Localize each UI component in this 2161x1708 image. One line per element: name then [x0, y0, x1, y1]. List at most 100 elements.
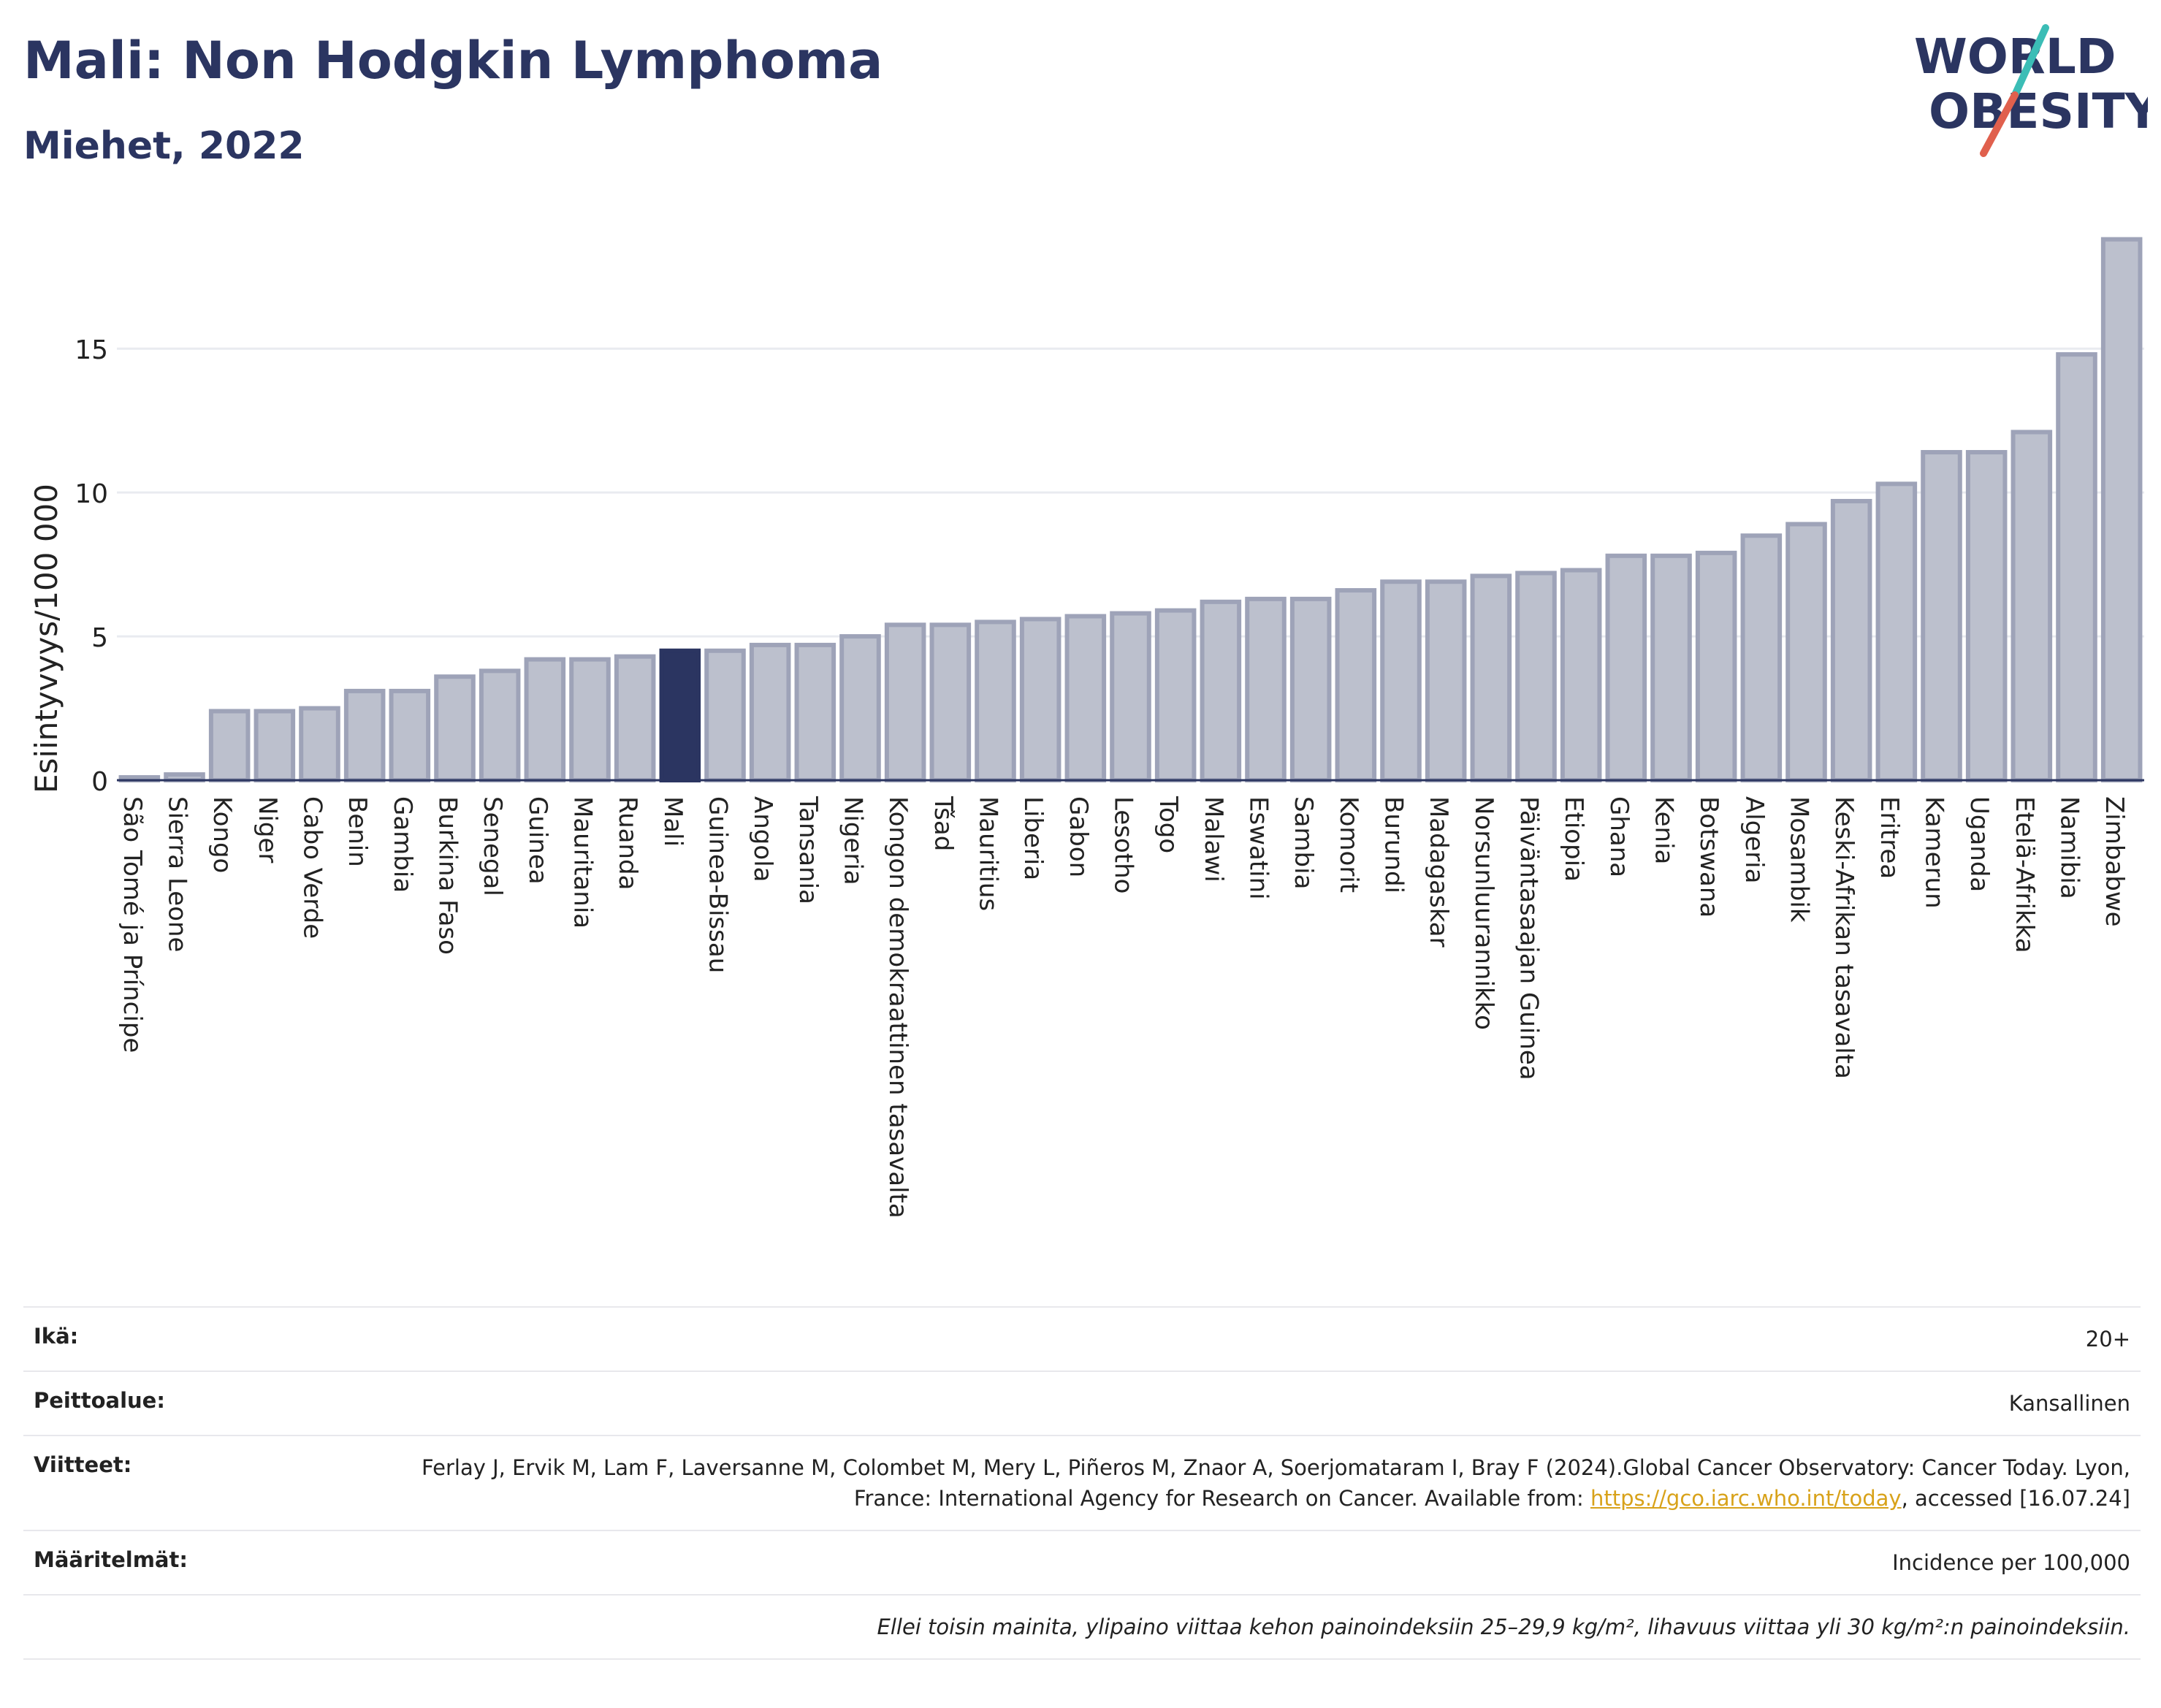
x-tick-label: Mauritania [568, 796, 598, 929]
x-tick-label: Liberia [1018, 796, 1048, 880]
bar [1470, 573, 1512, 782]
x-tick-label: Mosambik [1785, 796, 1814, 923]
bar [343, 688, 386, 783]
x-tick-label: Eritrea [1875, 796, 1904, 879]
x-tick-label: Mali [658, 796, 687, 847]
x-tick-label: Burundi [1379, 796, 1409, 893]
x-tick-label: Päiväntasaajan Guinea [1514, 796, 1544, 1080]
x-tick-label: Zimbabwe [2100, 796, 2129, 927]
info-table: Ikä: 20+ Peittoalue: Kansallinen Viittee… [23, 1306, 2141, 1660]
logo-slash-red [1980, 91, 2019, 157]
y-tick-label: 5 [91, 623, 108, 653]
bar [1605, 553, 1647, 782]
x-tick-label: Kongo [207, 796, 237, 873]
y-tick-label: 0 [91, 767, 108, 797]
x-tick-label: Niger [253, 796, 282, 863]
x-tick-label: Botswana [1694, 796, 1723, 918]
x-tick-label: Norsunluurannikko [1469, 796, 1498, 1030]
x-tick-label: Kamerun [1920, 796, 1949, 909]
info-row-coverage: Peittoalue: Kansallinen [23, 1370, 2141, 1436]
x-tick-label: Gambia [388, 796, 417, 893]
bar [839, 634, 881, 782]
bar [479, 668, 521, 782]
info-row-references: Viitteet: Ferlay J, Ervik M, Lam F, Lave… [23, 1435, 2141, 1530]
bar [1064, 614, 1107, 782]
logo-line2: OBESITY [1929, 83, 2148, 140]
y-tick-label: 10 [75, 479, 108, 509]
bars [118, 237, 2143, 783]
x-tick-label: Algeria [1739, 796, 1769, 883]
bar [1830, 498, 1872, 782]
bar [434, 674, 476, 783]
bar [569, 657, 611, 782]
bar [1335, 588, 1377, 782]
bar [299, 706, 340, 782]
x-tick-label: Lesotho [1109, 796, 1138, 893]
x-tick-label: Sierra Leone [163, 796, 192, 952]
age-value: 20+ [409, 1306, 2141, 1371]
x-tick-label: Togo [1154, 796, 1183, 853]
x-tick-label: Etelä-Afrikka [2010, 796, 2039, 953]
bar [1515, 571, 1557, 783]
x-tick-label: Uganda [1964, 796, 1994, 892]
y-tick-labels: 0 5 10 15 [75, 335, 108, 797]
x-tick-label: Eswatini [1244, 796, 1273, 900]
x-tick-label: Guinea [523, 796, 552, 885]
bar [1785, 522, 1827, 782]
x-tick-label: Etiopia [1559, 796, 1588, 882]
x-tick-label: Mauritius [974, 796, 1003, 911]
references-text: Ferlay J, Ervik M, Lam F, Laversanne M, … [422, 1455, 2130, 1511]
references-label: Viitteet: [23, 1435, 409, 1530]
y-axis-label: Esiintyvyys/100 000 [28, 484, 64, 793]
coverage-label: Peittoalue: [23, 1370, 409, 1436]
world-obesity-logo: WORLD OBESITY [1914, 24, 2148, 157]
x-tick-label: Komorit [1334, 796, 1363, 893]
x-tick-label: Tansania [793, 796, 823, 904]
bar [704, 648, 746, 782]
bar [975, 619, 1016, 783]
logo-line1: WORLD [1914, 28, 2116, 85]
info-row-note: Ellei toisin mainita, ylipaino viittaa k… [23, 1594, 2141, 1660]
bar-chart: 0 5 10 15 São Tomé ja Príncipe Sierra Leone K… [28, 237, 2144, 1219]
x-tick-label: Malawi [1199, 796, 1228, 882]
footnote: Ellei toisin mainita, ylipaino viittaa k… [409, 1594, 2141, 1660]
bar [614, 654, 656, 783]
chart-title: Mali: Non Hodgkin Lymphoma [23, 31, 883, 91]
bar [1695, 550, 1737, 782]
bar [1425, 579, 1467, 782]
bar [749, 642, 791, 783]
x-tick-label: Benin [343, 796, 372, 867]
x-tick-label: Kenia [1650, 796, 1679, 864]
x-tick-label: Keski-Afrikan tasavalta [1829, 796, 1859, 1079]
bar [794, 642, 836, 783]
y-tick-label: 15 [75, 335, 108, 365]
x-tick-label: Gabon [1064, 796, 1093, 877]
x-tick-label: Tšad [929, 796, 958, 851]
x-tick-label: Madagaskar [1424, 796, 1453, 948]
bar [1875, 481, 1918, 782]
bar [1560, 568, 1602, 782]
x-tick-label: Guinea-Bissau [704, 796, 733, 973]
bar [524, 657, 566, 782]
bar [1921, 450, 1962, 782]
definitions-value: Incidence per 100,000 [409, 1530, 2141, 1595]
bar [1289, 596, 1332, 783]
x-tick-label: Sambia [1289, 796, 1318, 889]
references-value: Ferlay J, Ervik M, Lam F, Laversanne M, … [409, 1435, 2141, 1530]
references-link[interactable]: https://gco.iarc.who.int/today [1590, 1486, 1902, 1511]
bar [929, 622, 972, 782]
bar [208, 709, 251, 783]
bar [884, 622, 926, 782]
x-tick-label: Nigeria [839, 796, 868, 885]
bar [1019, 617, 1062, 783]
x-tick-label: Kongon demokraattinen tasavalta [883, 796, 912, 1219]
info-row-definitions: Määritelmät: Incidence per 100,000 [23, 1530, 2141, 1595]
bar [2011, 430, 2053, 782]
x-tick-labels: São Tomé ja Príncipe Sierra Leone Kongo Nig… [118, 796, 2129, 1219]
definitions-label: Määritelmät: [23, 1530, 409, 1595]
bar [659, 648, 701, 782]
bar [1154, 608, 1197, 783]
bar [1110, 611, 1151, 782]
references-accessed: , accessed [16.07.24] [1901, 1486, 2130, 1511]
bar [254, 709, 296, 783]
